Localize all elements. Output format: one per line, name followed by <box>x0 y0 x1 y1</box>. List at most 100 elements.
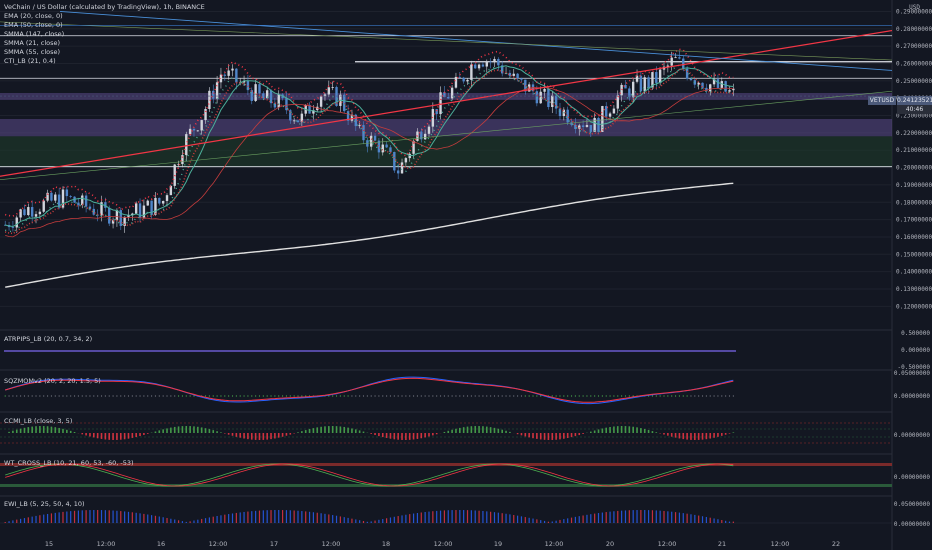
candle-body <box>292 120 296 122</box>
ema50-line <box>5 86 734 238</box>
sqz-dot <box>428 395 430 397</box>
candle-body <box>27 207 30 216</box>
candle-body <box>647 77 650 88</box>
sqz-dot <box>536 395 538 397</box>
y-tick-label: 0.21000000 <box>896 147 932 154</box>
panel-4-title: WT_CROSS_LB (10, 21, 60, 53, -60, -53) <box>4 459 134 467</box>
trendline-red <box>0 29 893 177</box>
y-tick-label: 0.28000000 <box>896 26 932 33</box>
x-tick-label: 12:00 <box>658 540 677 548</box>
candle-body <box>712 79 716 85</box>
candle-body <box>447 97 450 99</box>
sqz-dot <box>120 395 122 397</box>
sqz-dot <box>690 395 692 397</box>
candle-body <box>520 78 523 80</box>
sqz-dot <box>370 395 372 397</box>
sqz-dot <box>513 395 515 397</box>
candle-body <box>308 104 311 114</box>
candle-body <box>701 82 704 88</box>
candle-body <box>150 200 153 215</box>
sqz-dot <box>517 395 519 397</box>
candle-body <box>358 125 361 127</box>
sqz-dot <box>574 395 576 397</box>
candle-body <box>146 200 149 206</box>
sqz-dot <box>297 395 299 397</box>
panel-1-tick-0: 0.500000 <box>901 330 930 337</box>
sqz-dot <box>266 395 268 397</box>
x-tick-label: 20 <box>606 540 614 548</box>
symbol-badge: VETUSD <box>868 96 896 105</box>
ema20-line <box>5 65 734 228</box>
sqz-dot <box>220 395 222 397</box>
y-tick-label: 0.26000000 <box>896 61 932 68</box>
sqz-dot <box>378 395 380 397</box>
candle-body <box>728 90 731 92</box>
candle-body <box>192 128 196 131</box>
x-tick-label: 16 <box>157 540 165 548</box>
sqz-dot <box>170 395 172 397</box>
candle-body <box>254 84 257 101</box>
panel-1-title: ATRPIPS_LB (20, 0.7, 34, 2) <box>4 335 93 343</box>
candle-body <box>165 195 169 201</box>
candle-body <box>666 65 670 67</box>
sqz-dot <box>432 395 434 397</box>
candle-body <box>377 140 381 153</box>
sqz-blue-line <box>5 376 734 405</box>
candle-body <box>543 88 546 92</box>
sqz-dot <box>655 395 657 397</box>
sqz-dot <box>386 395 388 397</box>
sqz-dot <box>382 395 384 397</box>
sqz-dot <box>362 395 365 397</box>
sqz-dot <box>262 395 264 397</box>
sqz-dot <box>224 395 226 397</box>
x-tick-label: 12:00 <box>97 540 116 548</box>
candle-body <box>154 197 157 215</box>
candle-body <box>651 72 654 88</box>
candle-body <box>81 195 84 206</box>
y-tick-label: 0.22000000 <box>896 130 932 137</box>
candle-body <box>262 93 265 99</box>
candle-body <box>296 120 300 123</box>
candle-body <box>716 79 720 88</box>
candle-body <box>373 135 377 141</box>
candle-body <box>585 125 589 127</box>
sqz-dot <box>70 395 72 397</box>
candle-body <box>608 113 612 117</box>
sqz-dot <box>501 395 503 397</box>
candle-body <box>370 135 373 147</box>
candle-body <box>127 215 130 217</box>
sqz-dot <box>251 395 253 397</box>
candle-body <box>142 205 146 218</box>
sqz-dot <box>532 395 534 397</box>
x-tick-label: 12:00 <box>545 540 564 548</box>
sqz-dot <box>663 395 665 397</box>
sqz-dot <box>447 395 449 397</box>
panel-5-title: EWI_LB (5, 25, 50, 4, 10) <box>4 500 85 508</box>
trendline-olive <box>0 21 893 61</box>
candle-body <box>554 95 558 109</box>
sqz-dot <box>725 395 727 397</box>
candle-body <box>631 81 635 98</box>
candle-body <box>439 92 442 115</box>
candle-body <box>497 58 500 66</box>
candle-body <box>185 134 188 156</box>
legend-cti: CTI_LB (21, 0.4) <box>4 57 56 65</box>
candle-body <box>578 125 581 130</box>
candle-body <box>158 197 161 204</box>
sqz-dot <box>389 395 392 397</box>
sqz-dot <box>470 395 472 397</box>
sqz-dot <box>8 395 10 397</box>
candle-body <box>227 70 230 76</box>
candle-body <box>524 79 527 92</box>
candle-body <box>724 81 727 92</box>
candle-body <box>474 64 477 69</box>
panel-5-tick-1: 0.00000000 <box>893 521 930 528</box>
sqz-dot <box>347 395 349 397</box>
candle-body <box>215 82 219 99</box>
candle-body <box>443 92 446 98</box>
sqz-dot <box>35 395 37 397</box>
x-tick-label: 12:00 <box>771 540 790 548</box>
sqz-dot <box>570 395 573 397</box>
sqz-dot <box>39 395 41 397</box>
candle-body <box>38 211 42 215</box>
